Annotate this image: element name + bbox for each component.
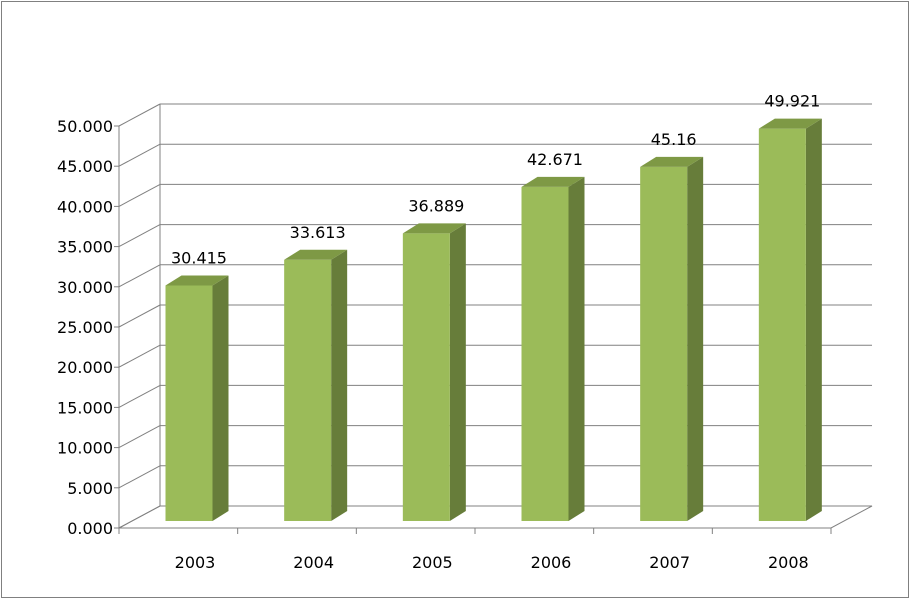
x-tick-label: 2006 bbox=[531, 553, 572, 572]
y-tick-label: 35.000 bbox=[57, 238, 113, 257]
data-label: 36.889 bbox=[408, 196, 464, 215]
gridline-diagonal bbox=[118, 465, 161, 489]
x-tick-label: 2003 bbox=[175, 553, 216, 572]
gridline-diagonal bbox=[118, 143, 161, 167]
gridline-diagonal bbox=[118, 304, 161, 328]
x-tick-label: 2007 bbox=[649, 553, 690, 572]
x-tick-label: 2004 bbox=[293, 553, 334, 572]
bar-2005 bbox=[402, 223, 466, 521]
data-label: 33.613 bbox=[290, 223, 346, 242]
bar-top bbox=[758, 118, 822, 129]
data-label: 30.415 bbox=[171, 248, 227, 267]
gridline-diagonal bbox=[118, 425, 161, 449]
y-tick-label: 10.000 bbox=[57, 439, 113, 458]
bar-top bbox=[640, 156, 704, 167]
gridline-diagonal bbox=[118, 183, 161, 207]
bar-front bbox=[165, 285, 213, 521]
y-tick-label: 15.000 bbox=[57, 398, 113, 417]
y-tick-label: 30.000 bbox=[57, 278, 113, 297]
bar-2004 bbox=[284, 249, 348, 522]
y-tick-labels: 0.000 5.000 10.000 15.000 20.000 25.000 30.000… bbox=[57, 117, 119, 538]
gridline-diagonal bbox=[118, 103, 161, 127]
gridline-diagonal bbox=[118, 384, 161, 408]
gridlines bbox=[118, 103, 872, 529]
y-tick-label: 5.000 bbox=[67, 479, 113, 498]
data-label: 42.671 bbox=[527, 150, 583, 169]
bar-2003 bbox=[165, 275, 229, 521]
bar-2007 bbox=[640, 156, 704, 521]
y-tick-label: 40.000 bbox=[57, 197, 113, 216]
bar-side bbox=[449, 223, 466, 521]
x-tick-label: 2005 bbox=[412, 553, 453, 572]
x-tick-label: 2008 bbox=[768, 553, 809, 572]
bar-side bbox=[687, 156, 704, 521]
data-label: 45.16 bbox=[651, 130, 697, 149]
y-tick-label: 50.000 bbox=[57, 117, 113, 136]
y-tick-label: 45.000 bbox=[57, 157, 113, 176]
bar-2006 bbox=[521, 176, 585, 521]
bar-side bbox=[212, 275, 229, 521]
bar-front bbox=[640, 166, 688, 521]
y-tick-label: 25.000 bbox=[57, 318, 113, 337]
x-tick-labels: 2003 2004 2005 2006 2007 2008 bbox=[118, 528, 832, 572]
bar-top bbox=[521, 176, 585, 187]
bar-side bbox=[805, 118, 822, 521]
gridline-diagonal bbox=[118, 344, 161, 368]
bar-front bbox=[521, 186, 569, 521]
data-label: 49.921 bbox=[764, 92, 820, 111]
bar-top bbox=[284, 249, 348, 260]
bar-side bbox=[568, 176, 585, 521]
bar-side bbox=[331, 249, 348, 522]
bar-2008 bbox=[758, 118, 822, 521]
bar-front bbox=[758, 128, 806, 521]
bar-front bbox=[402, 233, 450, 521]
data-labels: 30.415 33.613 36.889 42.671 45.16 49.921 bbox=[171, 92, 820, 268]
gridline-diagonal bbox=[118, 224, 161, 248]
bar-front bbox=[284, 259, 332, 521]
bars bbox=[165, 118, 822, 522]
y-tick-label: 0.000 bbox=[67, 519, 113, 538]
y-tick-label: 20.000 bbox=[57, 358, 113, 377]
gridline-diagonal bbox=[118, 264, 161, 288]
bar-top bbox=[402, 223, 466, 234]
bar-top bbox=[165, 275, 229, 286]
